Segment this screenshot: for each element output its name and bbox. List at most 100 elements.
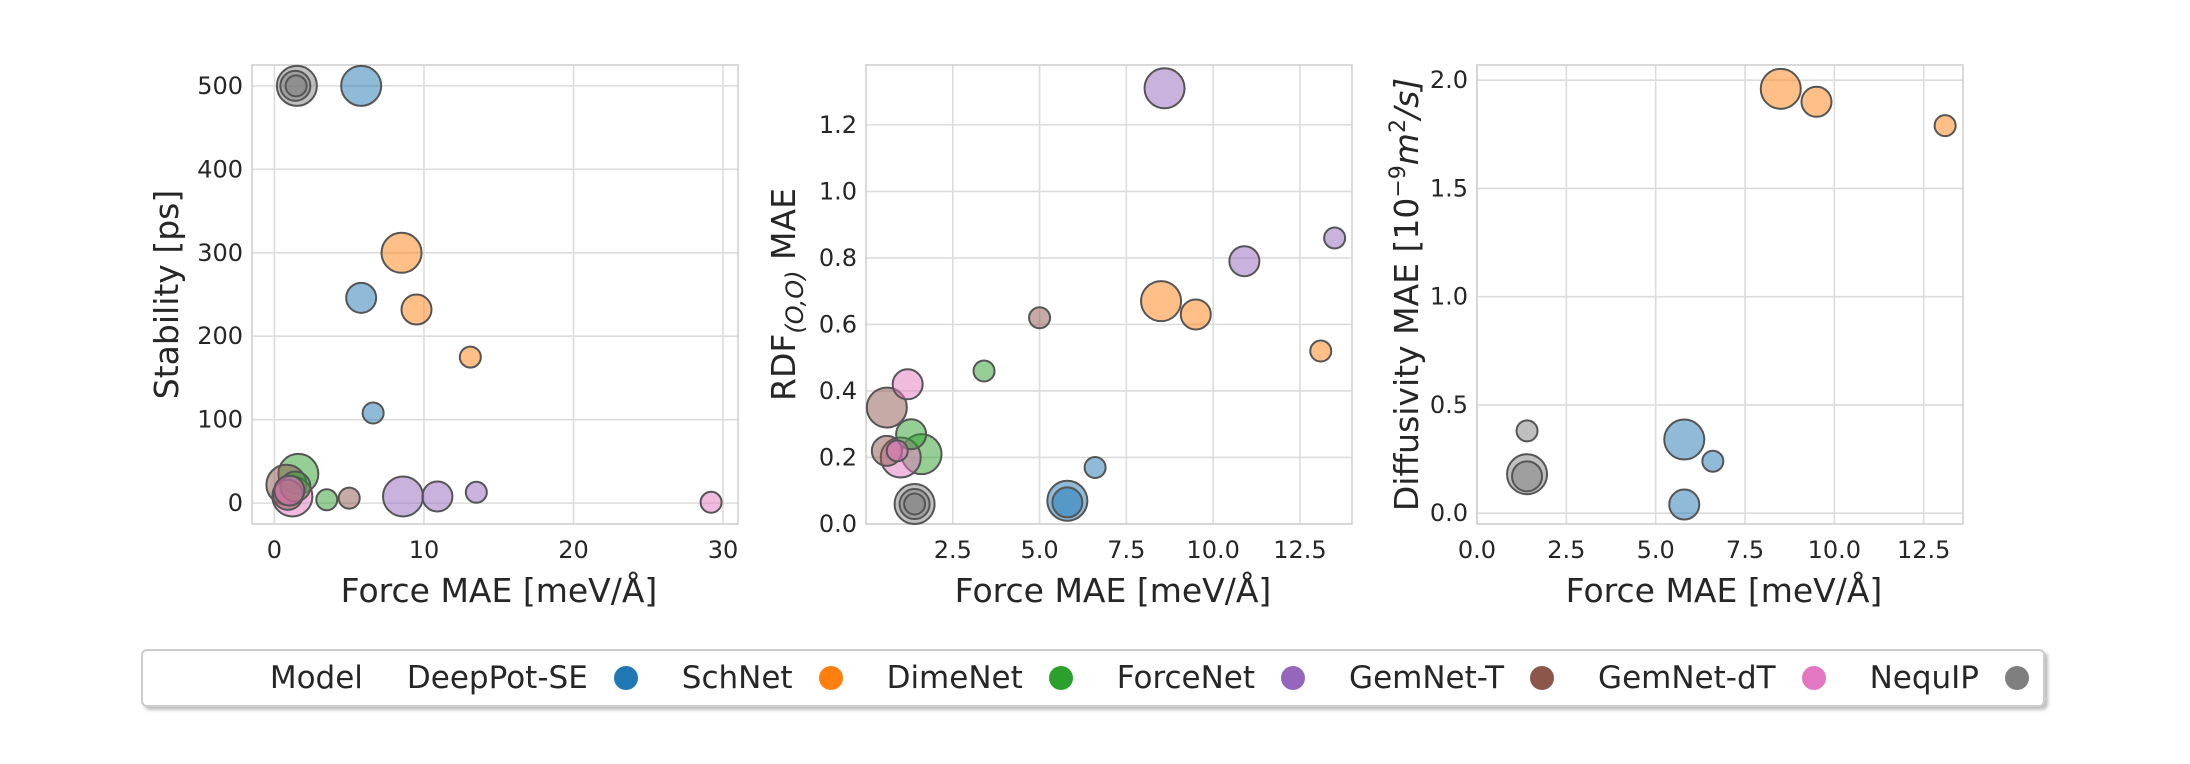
legend-item-deeppot-se: DeepPot-SE [407,660,638,696]
rdf-panel: 2.5 5.0 7.5 10.0 12.5 0.0 0.2 0.4 0.6 0.8 1.0 1.2 Fo… [764,64,1353,610]
x-tick-label: 5.0 [1637,536,1675,564]
legend-item-dimenet: DimeNet [887,660,1073,696]
point-forcenet [421,480,454,513]
x-axis-label: Force MAE [meV/Å] [955,570,1272,610]
y-tick-label: 200 [197,322,243,350]
legend-dot-icon [613,666,638,690]
legend-item-forcenet: ForceNet [1116,660,1306,696]
y-tick-label: 0.6 [819,310,857,338]
point-schnet [1140,280,1183,323]
x-tick-label: 2.5 [934,536,972,564]
legend-dot-icon [2005,666,2029,690]
point-schnet [380,231,423,274]
point-deeppot-se [1668,488,1701,521]
y-tick-label: 0.2 [819,443,857,471]
y-tick-label: 500 [197,72,243,100]
point-schnet [1800,85,1833,118]
point-schnet [1933,114,1957,138]
x-tick-label: 10 [409,536,440,564]
point-gemnet-t [865,386,908,429]
y-tick-label: 0.0 [819,510,857,538]
point-forcenet [1228,245,1261,278]
x-tick-label: 10.0 [1808,536,1861,564]
y-tick-label: 0.0 [1430,499,1468,527]
point-gemnet-t [337,486,361,510]
point-nequip [1511,460,1544,493]
point-schnet [400,293,433,326]
legend-dot-icon [1048,666,1073,690]
y-tick-label: 0.4 [819,377,857,405]
point-deeppot-se [1701,449,1725,473]
x-tick-label: 30 [708,536,739,564]
y-tick-label: 2.0 [1430,66,1468,94]
y-tick-label: 300 [197,239,243,267]
x-tick-label: 12.5 [1897,536,1950,564]
x-axis-label: Force MAE [meV/Å] [341,570,658,610]
point-forcenet [1323,226,1347,250]
point-schnet [458,345,482,369]
point-deeppot-se [340,64,383,107]
legend-label: ForceNet [1116,660,1256,696]
point-forcenet [382,475,425,518]
plot-frame [865,64,1353,525]
legend-label: DeepPot-SE [406,660,588,696]
legend-title: Model [270,660,363,696]
plot-frame [1476,64,1964,525]
point-gemnet-dt [885,439,909,463]
y-tick-label: 1.0 [819,177,857,205]
point-deeppot-se [345,281,378,314]
point-gemnet-dt [699,490,723,514]
legend-label: SchNet [681,660,793,696]
y-tick-label: 0 [228,489,243,517]
y-axis-label: Stability [ps] [147,190,186,399]
legend-label: DimeNet [886,660,1023,696]
x-axis-label: Force MAE [meV/Å] [1566,570,1883,610]
y-tick-label: 1.5 [1430,174,1468,202]
y-tick-label: 1.2 [819,111,857,139]
legend-label: GemNet-dT [1598,660,1776,696]
point-deeppot-se [1663,418,1706,461]
legend: Model DeepPot-SE SchNet DimeNet ForceNet… [141,649,2045,707]
point-nequip [1515,419,1539,443]
y-axis-label: RDF(O,O) MAE [764,188,809,401]
y-tick-label: 0.8 [819,244,857,272]
legend-item-schnet: SchNet [682,660,843,696]
point-dimenet [315,488,339,512]
y-tick-label: 0.5 [1430,391,1468,419]
x-tick-label: 20 [558,536,589,564]
x-tick-label: 2.5 [1547,536,1585,564]
x-tick-label: 7.5 [1726,536,1764,564]
point-gemnet-t [1028,306,1052,330]
x-tick-label: 5.0 [1020,536,1058,564]
y-tick-label: 400 [197,155,243,183]
point-deeppot-se [1051,486,1084,519]
legend-item-nequip: NequIP [1870,660,2029,696]
point-deeppot-se [1083,455,1107,479]
legend-label: GemNet-T [1349,660,1505,696]
x-tick-label: 0.0 [1458,536,1496,564]
legend-item-gemnet-dt: GemNet-dT [1598,660,1826,696]
point-gemnet-dt [273,474,306,507]
point-schnet [1759,67,1802,110]
legend-dot-icon [1281,666,1306,690]
point-deeppot-se [361,401,385,425]
point-forcenet [1143,67,1186,110]
diffusivity-panel: 0.0 2.5 5.0 7.5 10.0 12.5 0.0 0.5 1.0 1.5 2.0 Force… [1386,64,1964,610]
y-tick-label: 1.0 [1430,283,1468,311]
point-gemnet-dt [891,368,924,401]
y-tick-label: 100 [197,406,243,434]
x-tick-label: 10.0 [1186,536,1239,564]
point-nequip [903,492,927,516]
legend-label: NequIP [1869,660,1979,696]
x-tick-label: 12.5 [1273,536,1326,564]
y-axis-label: Diffusivity MAE [10−9m2/s] [1386,78,1426,511]
point-dimenet [972,359,996,383]
legend-dot-icon [1530,666,1555,690]
plot-frame [251,64,739,525]
x-tick-label: 0 [267,536,282,564]
x-tick-label: 7.5 [1107,536,1145,564]
legend-item-gemnet-t: GemNet-T [1349,660,1555,696]
point-forcenet [464,480,488,504]
legend-dot-icon [818,666,843,690]
